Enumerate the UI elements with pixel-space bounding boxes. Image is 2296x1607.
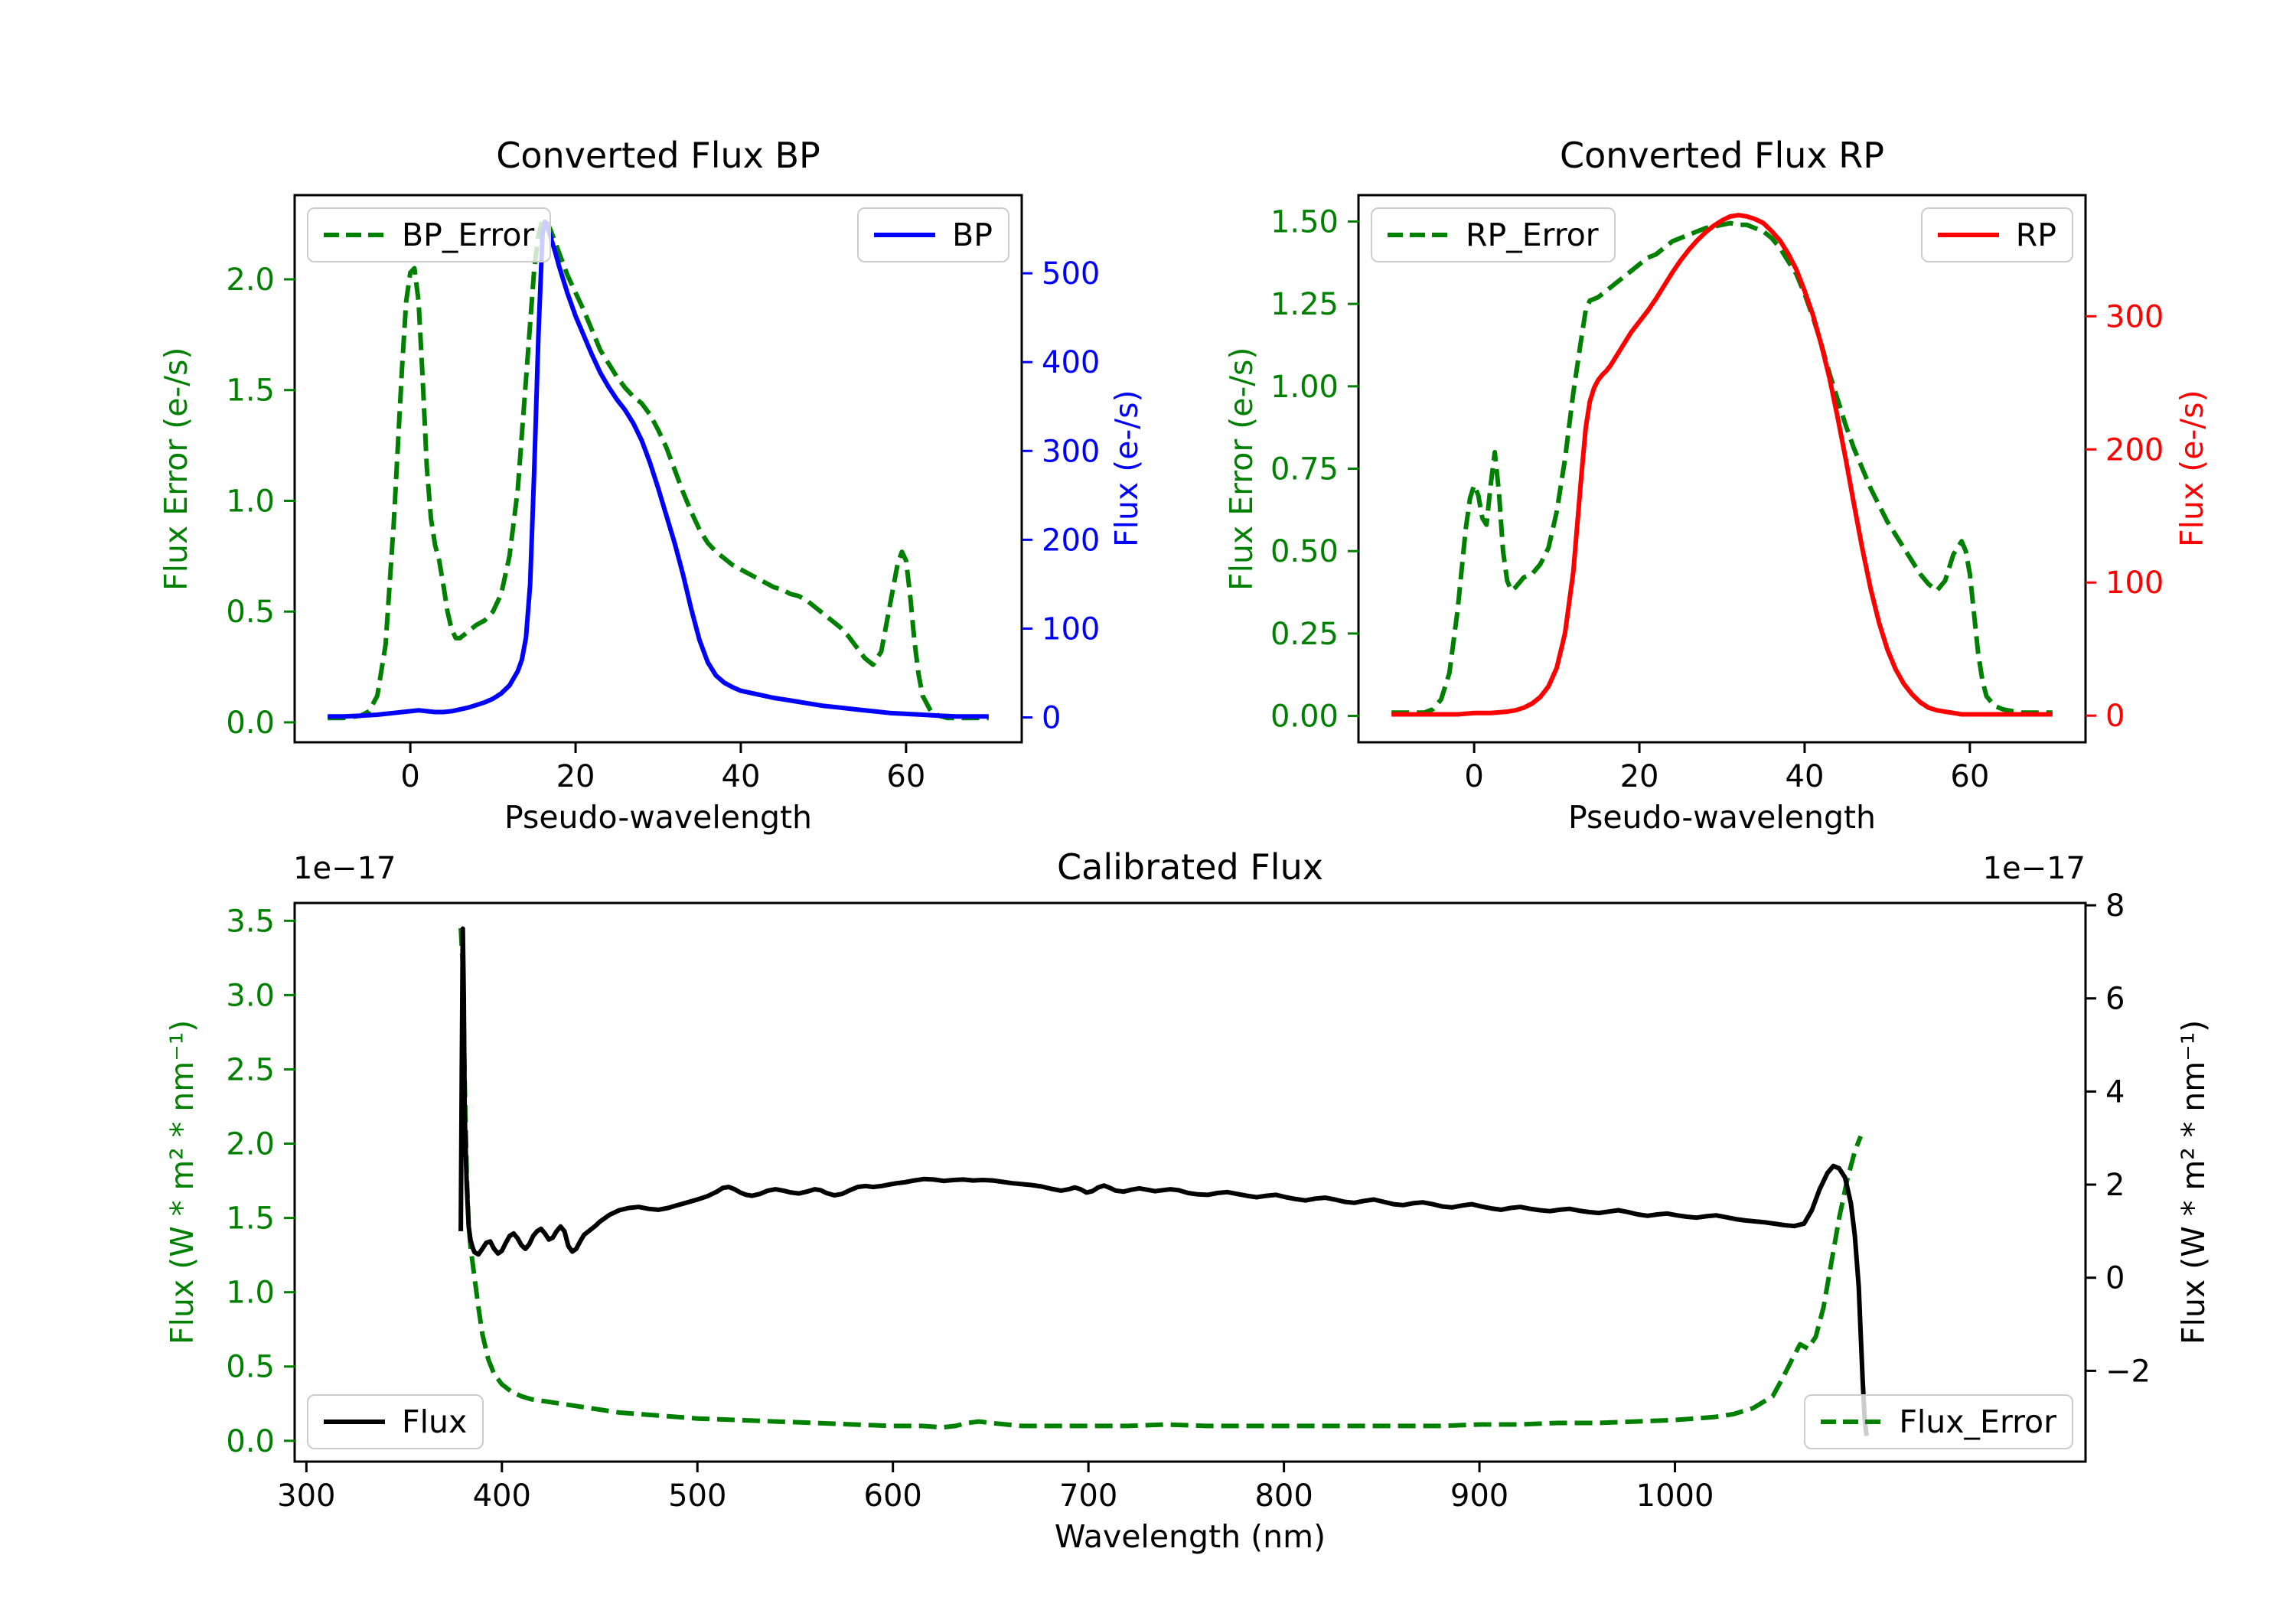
svg-text:0: 0 [1464, 759, 1483, 794]
svg-text:300: 300 [277, 1478, 335, 1514]
rp-ylabel-left: Flux Error (e-/s) [1223, 347, 1260, 591]
svg-text:40: 40 [1786, 759, 1825, 794]
svg-text:1.50: 1.50 [1270, 204, 1339, 240]
svg-text:600: 600 [864, 1478, 922, 1514]
svg-text:0.5: 0.5 [226, 595, 275, 630]
left-axis-offset-text: 1e−17 [293, 851, 396, 886]
solid-line-icon [324, 1420, 385, 1424]
svg-text:1.5: 1.5 [226, 1201, 275, 1237]
rp-plot-canvas: 0 20 40 60 0.00 0.25 0.50 0.75 1.00 1.25 1.50 0 100 2… [1270, 194, 2164, 794]
svg-text:2.0: 2.0 [226, 262, 275, 298]
calibrated-plot-title: Calibrated Flux [1057, 846, 1323, 888]
legend-label: RP [2015, 217, 2056, 253]
svg-text:8: 8 [2105, 888, 2125, 924]
svg-text:300: 300 [2105, 299, 2164, 334]
svg-text:60: 60 [1950, 759, 1989, 794]
svg-text:100: 100 [1042, 611, 1100, 647]
legend-label: Flux [402, 1403, 468, 1440]
svg-text:40: 40 [722, 759, 761, 794]
svg-text:6: 6 [2105, 982, 2125, 1017]
svg-text:300: 300 [1042, 434, 1100, 469]
bp-plot-canvas: 0 20 40 60 0.0 0.5 1.0 1.5 2.0 0 100 200 300 400 500 [226, 194, 1100, 794]
svg-text:0: 0 [2105, 699, 2125, 734]
dashed-line-icon [1388, 233, 1449, 237]
svg-text:0.5: 0.5 [226, 1350, 275, 1385]
svg-text:2.0: 2.0 [226, 1127, 275, 1162]
svg-text:1.25: 1.25 [1270, 287, 1339, 322]
legend-label: RP_Error [1466, 217, 1599, 253]
rp-xlabel: Pseudo-wavelength [1567, 799, 1877, 836]
svg-text:20: 20 [556, 759, 595, 794]
svg-text:200: 200 [1042, 523, 1100, 558]
flux-error-legend: Flux_Error [1804, 1394, 2073, 1449]
svg-text:2.5: 2.5 [226, 1052, 275, 1087]
svg-text:800: 800 [1254, 1478, 1313, 1514]
legend-label: BP [952, 217, 993, 253]
bp-plot-title: Converted Flux BP [496, 135, 820, 176]
calibrated-xlabel: Wavelength (nm) [1054, 1518, 1326, 1555]
right-axis-offset-text: 1e−17 [1982, 851, 2086, 886]
svg-text:500: 500 [1042, 256, 1100, 292]
calibrated-plot: 300 400 500 600 700 800 900 1000 0.0 0.5 1.0 1.5 2.0… [226, 888, 2151, 1514]
svg-text:0.25: 0.25 [1270, 617, 1339, 652]
rp-error-legend: RP_Error [1371, 207, 1616, 262]
calibrated-ylabel-right: Flux (W * m² * nm⁻¹) [2175, 1019, 2212, 1345]
svg-text:0: 0 [1042, 701, 1061, 736]
svg-text:0: 0 [400, 759, 419, 794]
legend-label: Flux_Error [1899, 1403, 2056, 1440]
svg-text:1.00: 1.00 [1270, 370, 1339, 405]
bp-legend: BP [857, 207, 1009, 262]
solid-line-icon [1937, 233, 1999, 237]
rp-ylabel-right: Flux (e-/s) [2174, 390, 2210, 548]
svg-text:700: 700 [1059, 1478, 1117, 1514]
svg-text:1.5: 1.5 [226, 373, 275, 409]
bp-ylabel-left: Flux Error (e-/s) [158, 347, 194, 591]
solid-line-icon [874, 233, 936, 237]
legend-label: BP_Error [402, 217, 535, 253]
svg-text:0.0: 0.0 [226, 1424, 275, 1459]
svg-text:200: 200 [2105, 432, 2164, 468]
rp-plot: 0 20 40 60 0.00 0.25 0.50 0.75 1.00 1.25 1.50 0 100 2… [1270, 194, 2164, 794]
calibrated-ylabel-left: Flux (W * m² * nm⁻¹) [164, 1019, 201, 1345]
dashed-line-icon [324, 233, 385, 237]
svg-text:0: 0 [2105, 1261, 2125, 1296]
svg-text:4: 4 [2105, 1074, 2125, 1110]
svg-text:0.75: 0.75 [1270, 452, 1339, 487]
bp-error-legend: BP_Error [307, 207, 552, 262]
bp-xlabel: Pseudo-wavelength [504, 799, 813, 836]
rp-legend: RP [1920, 207, 2073, 262]
svg-text:900: 900 [1450, 1478, 1508, 1514]
svg-text:0.00: 0.00 [1270, 699, 1339, 735]
bp-plot: 0 20 40 60 0.0 0.5 1.0 1.5 2.0 0 100 200 300 400 500 B… [226, 194, 1100, 794]
svg-text:400: 400 [1042, 345, 1100, 380]
flux-legend: Flux [307, 1394, 484, 1449]
svg-text:100: 100 [2105, 566, 2164, 601]
svg-text:1000: 1000 [1636, 1478, 1714, 1514]
svg-text:2: 2 [2105, 1168, 2125, 1203]
svg-text:0.50: 0.50 [1270, 534, 1339, 569]
svg-text:500: 500 [668, 1478, 726, 1514]
dashed-line-icon [1821, 1420, 1883, 1424]
svg-text:1.0: 1.0 [226, 484, 275, 519]
svg-text:0.0: 0.0 [226, 706, 275, 741]
svg-text:400: 400 [473, 1478, 531, 1514]
svg-text:3.0: 3.0 [226, 978, 275, 1013]
svg-text:60: 60 [886, 759, 925, 794]
rp-plot-title: Converted Flux RP [1560, 135, 1884, 176]
svg-text:1.0: 1.0 [226, 1276, 275, 1311]
calibrated-plot-canvas: 300 400 500 600 700 800 900 1000 0.0 0.5 1.0 1.5 2.0… [226, 888, 2151, 1514]
svg-text:−2: −2 [2105, 1354, 2151, 1389]
svg-text:20: 20 [1620, 759, 1659, 794]
bp-ylabel-right: Flux (e-/s) [1108, 390, 1145, 548]
svg-text:3.5: 3.5 [226, 904, 275, 939]
